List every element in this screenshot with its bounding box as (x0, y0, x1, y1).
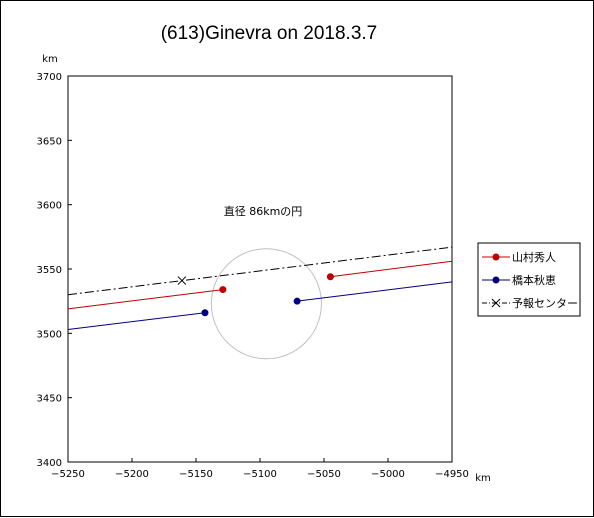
diameter-circle (210, 248, 322, 360)
x-tick-label: −5250 (51, 469, 85, 480)
legend-label: 橋本秋恵 (512, 273, 556, 287)
y-tick-label: 3700 (37, 72, 62, 83)
y-axis-ticks: 3400 3450 3500 3550 3600 3650 3700 (37, 72, 72, 469)
y-axis-unit: km (42, 54, 58, 65)
y-tick-label: 3600 (37, 201, 62, 212)
circle-annotation: 直径 86kmの円 (224, 204, 303, 218)
x-tick-label: −5150 (179, 469, 213, 480)
series-marker (326, 273, 334, 281)
x-tick-label: −5050 (307, 469, 341, 480)
series-line (297, 281, 453, 302)
series-line (67, 246, 453, 296)
legend-marker (492, 253, 500, 261)
series-line (330, 260, 453, 278)
legend-label: 予報センター (512, 297, 578, 310)
series-marker (219, 286, 227, 294)
x-tick-label: −5200 (115, 469, 149, 480)
y-tick-label: 3500 (37, 329, 62, 340)
chart-title: (613)Ginevra on 2018.3.7 (161, 23, 378, 44)
x-tick-label: −4950 (435, 469, 469, 480)
series-marker (293, 297, 301, 305)
plot-content (67, 246, 453, 360)
y-tick-label: 3550 (37, 265, 62, 276)
y-tick-label: 3400 (37, 458, 62, 469)
x-axis-ticks: −5250 −5200 −5150 −5100 −5050 −5000 −4950 (51, 458, 469, 480)
series-line (67, 312, 206, 330)
x-tick-label: −5000 (371, 469, 405, 480)
legend-label: 山村秀人 (512, 250, 556, 264)
series-marker-x (177, 276, 187, 285)
legend-marker (492, 276, 500, 284)
series-line (67, 289, 223, 310)
legend-marker-x (491, 298, 501, 308)
x-axis-unit: km (475, 473, 491, 484)
y-tick-label: 3650 (37, 136, 62, 147)
x-tick-label: −5100 (243, 469, 277, 480)
y-tick-label: 3450 (37, 394, 62, 405)
series-marker (201, 309, 209, 317)
